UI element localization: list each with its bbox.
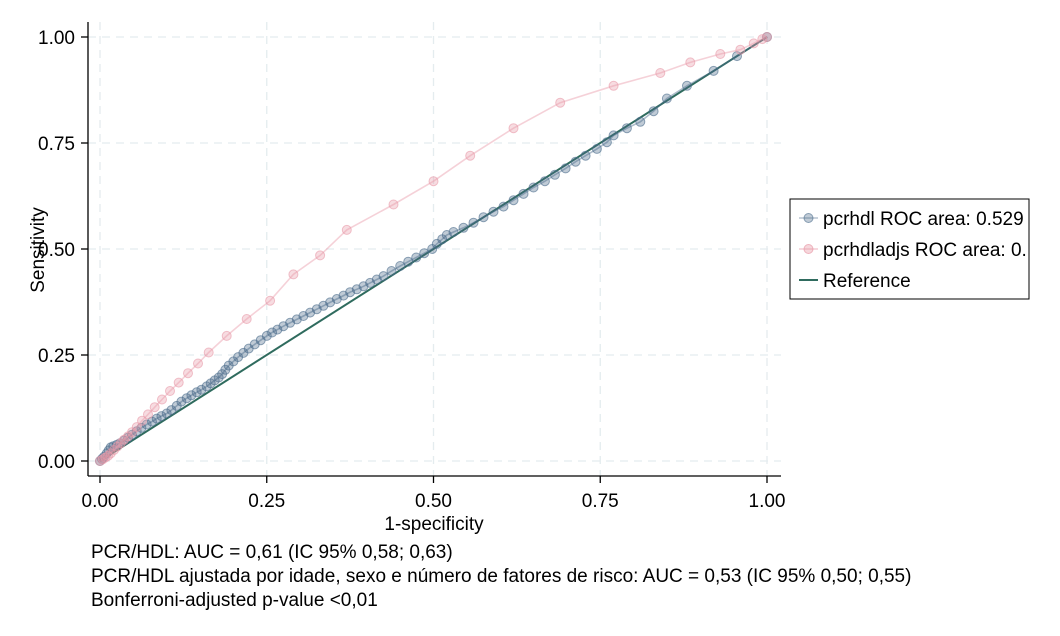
pcrhdladjs-point-17 [173, 377, 184, 388]
pcrhdl-point-79 [570, 156, 581, 167]
note-bonferroni: Bonferroni-adjusted p-value <0,01 [91, 590, 378, 611]
legend: pcrhdl ROC area: 0.529 pcrhdladjs ROC ar… [789, 198, 1030, 300]
pcrhdl-point-80 [580, 150, 591, 161]
pcrhdl-point-71 [488, 206, 499, 217]
pcrhdladjs-point-21 [221, 330, 232, 341]
pcrhdl-point-76 [539, 176, 550, 187]
pcrhdladjs-point-11 [131, 422, 142, 433]
x-tick-label-0: 0.00 [82, 491, 119, 512]
pcrhdladjs-point-20 [203, 347, 214, 358]
pcrhdl-point-77 [549, 169, 560, 180]
pcrhdl-point-21 [176, 396, 187, 407]
pcrhdladjs-point-35 [715, 49, 726, 59]
pcrhdl-point-17 [156, 411, 167, 422]
pcrhdladjs-point-13 [143, 409, 153, 420]
x-tick-label-2: 0.50 [415, 491, 452, 512]
x-tick-label-4: 1.00 [749, 491, 786, 512]
pcrhdl-point-83 [608, 130, 619, 141]
pcrhdladjs-point-30 [508, 123, 519, 134]
pcrhdl-point-69 [468, 217, 479, 228]
y-tick-label-4: 1.00 [38, 28, 75, 49]
pcrhdladjs-point-29 [465, 150, 476, 161]
pcrhdladjs-point-39 [762, 32, 772, 42]
pcrhdl-point-59 [395, 261, 406, 271]
y-tick-label-3: 0.75 [38, 134, 75, 155]
pcrhdladjs-series [95, 32, 772, 466]
pcrhdladjs-point-36 [735, 44, 746, 55]
legend-label-reference: Reference [823, 271, 911, 292]
legend-label-pcrhdl: pcrhdl ROC area: 0.529 [823, 209, 1024, 230]
pcrhdladjs-point-12 [137, 415, 147, 426]
pcrhdl-point-57 [378, 271, 389, 282]
pcrhdl-point-40 [267, 327, 278, 338]
pcrhdl-point-67 [448, 227, 459, 237]
x-tick-label-1: 0.25 [248, 491, 285, 512]
pcrhdl-point-60 [403, 256, 414, 267]
pcrhdl-point-84 [621, 123, 632, 134]
pcrhdladjs-point-27 [388, 199, 399, 210]
pcrhdladjs-point-24 [288, 269, 299, 280]
pcrhdl-point-62 [419, 248, 430, 259]
pcrhdladjs-point-37 [748, 38, 759, 49]
note-auc-pcrhdl: PCR/HDL: AUC = 0,61 (IC 95% 0,58; 0,63) [91, 542, 453, 563]
pcrhdladjs-point-32 [608, 80, 619, 91]
pcrhdladjs-line [99, 36, 768, 462]
pcrhdladjs-point-31 [555, 97, 566, 108]
pcrhdladjs-point-23 [265, 295, 276, 306]
x-tick-label-3: 0.75 [582, 491, 619, 512]
axes [81, 22, 781, 483]
pcrhdladjs-point-18 [183, 368, 193, 379]
pcrhdladjs-point-15 [157, 394, 167, 405]
pcrhdladjs-point-22 [241, 314, 252, 324]
pcrhdladjs-point-26 [341, 224, 352, 235]
pcrhdl-point-16 [151, 413, 162, 424]
pcrhdladjs-point-33 [655, 68, 666, 78]
pcrhdl-point-58 [386, 266, 397, 276]
pcrhdl-point-75 [528, 182, 539, 193]
pcrhdl-point-81 [591, 143, 602, 154]
pcrhdl-point-88 [682, 80, 692, 91]
legend-label-pcrhdladjs: pcrhdladjs ROC area: 0. [823, 240, 1027, 261]
y-tick-label-0: 0.00 [38, 452, 75, 473]
pcrhdl-point-82 [601, 137, 612, 148]
y-tick-label-2: 0.50 [38, 240, 75, 261]
pcrhdladjs-point-34 [685, 57, 696, 68]
pcrhdl-point-86 [648, 106, 659, 117]
pcrhdladjs-point-16 [165, 386, 175, 396]
pcrhdl-point-39 [261, 330, 272, 341]
reference-line [99, 36, 768, 462]
pcrhdl-point-41 [272, 324, 283, 335]
pcrhdl-point-87 [661, 93, 672, 104]
pcrhdladjs-point-25 [315, 250, 326, 261]
pcrhdl-point-25 [196, 384, 207, 395]
note-auc-adjusted: PCR/HDL ajustada por idade, sexo e númer… [91, 566, 912, 587]
x-axis-title: 1-specificity [384, 514, 484, 535]
pcrhdl-point-61 [411, 252, 422, 263]
legend-box [789, 198, 1030, 300]
pcrhdl-point-85 [635, 116, 646, 127]
pcrhdl-point-89 [708, 65, 719, 76]
pcrhdl-point-78 [560, 163, 571, 174]
pcrhdl-point-70 [478, 212, 489, 223]
legend-marker-pcrhdladjs [803, 244, 814, 254]
y-axis-title: Sensitivity [28, 207, 49, 293]
legend-marker-pcrhdl [803, 213, 814, 223]
pcrhdl-point-74 [518, 188, 529, 199]
pcrhdladjs-point-14 [149, 402, 160, 413]
pcrhdladjs-point-28 [428, 176, 439, 187]
pcrhdl-point-72 [498, 201, 509, 212]
pcrhdl-point-73 [508, 195, 519, 206]
tick-labels: 0.00 0.25 0.50 0.75 1.00 0.00 0.25 0.50 0.75 1.00 [38, 28, 785, 512]
pcrhdl-point-24 [191, 387, 202, 398]
y-tick-label-1: 0.25 [38, 346, 75, 367]
pcrhdladjs-point-19 [193, 358, 203, 369]
grid-lines [88, 22, 781, 476]
pcrhdl-point-68 [458, 222, 469, 233]
pcrhdl-point-23 [186, 390, 197, 401]
reference-series [99, 36, 768, 462]
